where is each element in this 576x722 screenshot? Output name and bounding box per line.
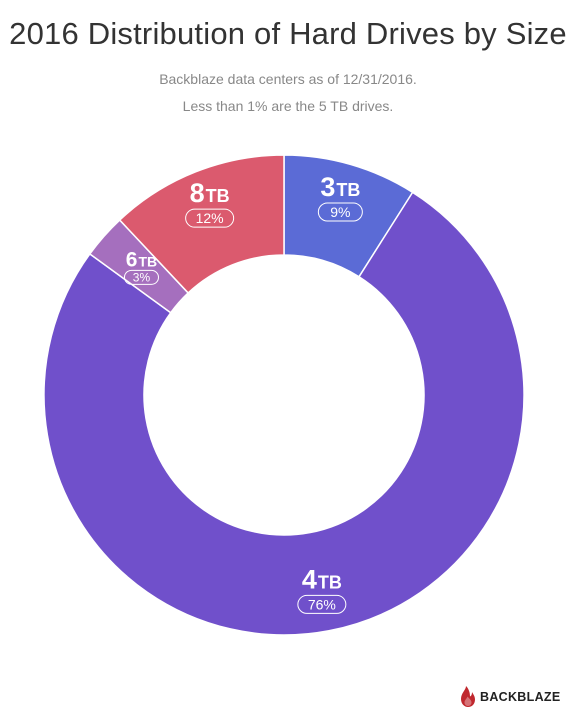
percent-label: 76% [308,596,336,612]
slice-8tb [118,154,285,295]
label-size-text: 8TB [190,178,230,208]
percent-pill [123,269,159,285]
label-size-unit: TB [336,180,360,200]
percent-pill [317,202,363,222]
label-size-number: 8 [190,178,205,208]
label-8tb: 8TB 12% [185,178,235,228]
percent-label: 12% [196,210,224,226]
flame-icon [461,686,475,707]
percent-label: 3% [133,271,151,285]
label-4tb: 4TB 76% [297,564,347,614]
chart-title: 2016 Distribution of Hard Drives by Size [9,16,567,51]
label-3tb: 3TB 9% [317,172,363,222]
percent-label: 9% [330,204,350,220]
label-size-number: 3 [320,172,335,202]
chart-subtitle-line-2: Less than 1% are the 5 TB drives. [182,98,394,114]
label-size-text: 4TB [302,564,342,594]
slice-4tb [43,191,525,636]
backblaze-logo: BACKBLAZE [460,686,560,708]
label-size-number: 4 [302,564,317,594]
label-size-unit: TB [138,253,157,269]
brand-name: BACKBLAZE [480,690,561,704]
percent-pill [297,594,347,614]
percent-pill [185,208,235,228]
label-size-number: 6 [126,248,138,271]
label-size-unit: TB [318,572,342,592]
label-size-text: 6TB [126,248,157,271]
donut-slices [43,154,525,636]
label-size-text: 3TB [320,172,360,202]
chart-subtitle-line-1: Backblaze data centers as of 12/31/2016. [159,71,417,87]
label-size-unit: TB [206,186,230,206]
